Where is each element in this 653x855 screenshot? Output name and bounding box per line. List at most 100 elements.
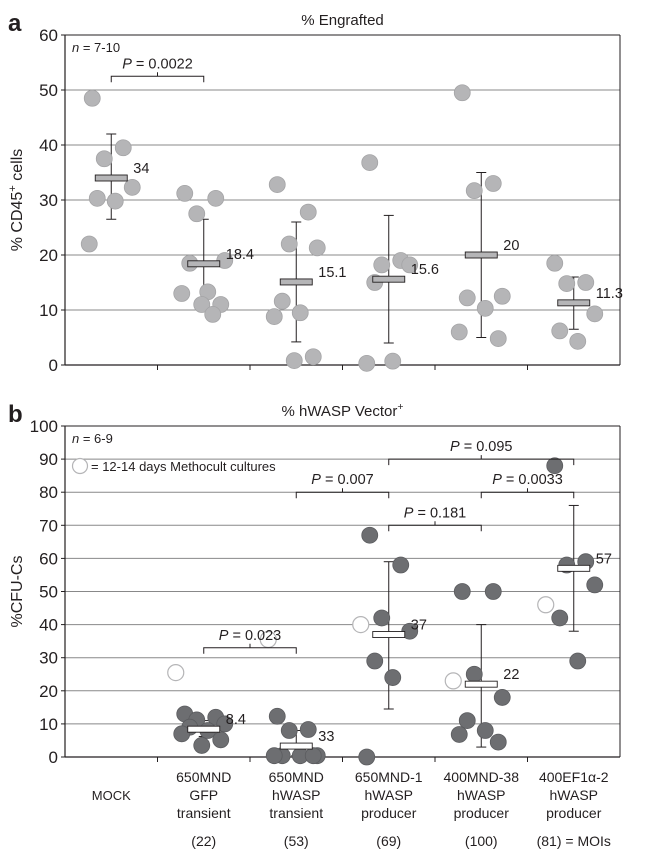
comparison-bracket: P = 0.181 [388,505,482,532]
y-tick-label: 20 [39,246,58,265]
data-point [299,203,317,221]
data-point [304,747,322,765]
y-tick-label: 0 [49,748,58,767]
category-label: hWASP [550,787,599,803]
series-group: 57 [537,457,612,670]
data-point [212,731,230,749]
category-label: producer [361,805,417,821]
bracket-line [388,455,575,466]
data-point [280,235,298,253]
data-point [450,726,468,743]
category-label: 650MND [269,769,324,785]
mean-bar [464,680,498,688]
data-point [366,652,384,670]
data-point [265,747,283,765]
p-value-label: P = 0.0022 [122,56,193,72]
data-point [586,305,604,323]
data-point [476,299,494,317]
data-point [361,526,379,544]
series-group: 34 [80,89,149,253]
y-tick-label: 0 [49,356,58,375]
p-value-label: P = 0.181 [404,505,466,521]
data-point [273,292,291,310]
mean-label: 15.1 [318,265,346,281]
y-tick-label: 100 [30,417,58,436]
data-point [401,256,419,274]
p-value-label: P = 0.007 [311,472,373,488]
data-point [453,583,471,600]
y-tick-label: 50 [39,81,58,100]
bracket-line [110,72,205,83]
open-data-point [444,672,462,690]
data-point [489,330,507,348]
data-point [569,332,587,350]
chart-title: % Engrafted [301,12,384,29]
data-point [95,150,113,168]
mean-label: 8.4 [226,712,246,728]
bracket-line [480,488,575,499]
data-point [373,256,391,274]
data-point [308,239,326,257]
open-data-point [537,596,555,614]
data-point [204,305,222,323]
series-group: 37 [352,526,427,766]
data-point [173,285,191,302]
y-tick-label: 40 [39,136,58,155]
category-label: hWASP [365,787,414,803]
panel-a-chart: a % Engrafted 0 10 20 30 40 50 60 % CD45+ cells n … [7,10,623,375]
data-point [392,556,410,574]
data-point [450,323,468,341]
category-label: GFP [189,787,218,803]
mean-label: 37 [411,618,427,634]
category-labels: MOCK 650MND GFP transient (22) 650MND hWASP tra… [92,769,611,849]
mean-bar [187,260,221,268]
data-point [83,89,101,107]
category-label: transient [269,805,323,821]
comparison-bracket: P = 0.0033 [480,472,575,499]
data-point [453,84,471,102]
moi-label: (69) [376,833,401,849]
data-point [114,139,132,157]
mean-label: 33 [318,729,334,745]
sample-size-note: n = 6-9 [72,431,113,446]
category-label: transient [177,805,231,821]
series-group: 18.4 [173,184,254,323]
series-group: 15.6 [358,154,439,372]
mean-bar [372,275,406,283]
y-tick-label: 10 [39,715,58,734]
mean-label: 18.4 [226,247,254,263]
y-tick-label: 80 [39,483,58,502]
bracket-line [295,488,390,499]
data-point [265,308,283,326]
y-tick-label: 60 [39,549,58,568]
category-label: 650MND-1 [355,769,423,785]
data-point [216,715,234,733]
mean-bar [187,725,221,733]
mean-label: 20 [503,238,519,254]
data-point [373,609,391,627]
p-value-label: P = 0.095 [450,439,512,455]
data-point [173,725,191,743]
y-tick-label: 30 [39,649,58,668]
data-point [123,178,141,196]
mean-bar [94,174,128,182]
panel-b-chart: b % hWASP Vector+ 0 10 20 30 40 50 60 70 80 90 100 %C… [8,401,621,767]
series-group: 20 [450,84,519,348]
data-point [358,354,376,372]
data-point [493,287,511,305]
y-tick-label: 10 [39,301,58,320]
comparison-bracket: P = 0.0022 [110,56,205,83]
data-point [586,576,604,594]
series-group: 22 [444,583,519,751]
data-point [558,275,576,293]
data-point [465,665,483,683]
mean-label: 57 [596,551,612,567]
data-point [569,652,587,670]
series-group: 11.3 [546,254,623,350]
mean-bar [279,742,313,750]
data-point [176,184,194,202]
y-tick-label: 20 [39,682,58,701]
comparison-bracket: P = 0.007 [295,472,390,499]
data-point [551,322,569,340]
data-point [268,176,286,194]
